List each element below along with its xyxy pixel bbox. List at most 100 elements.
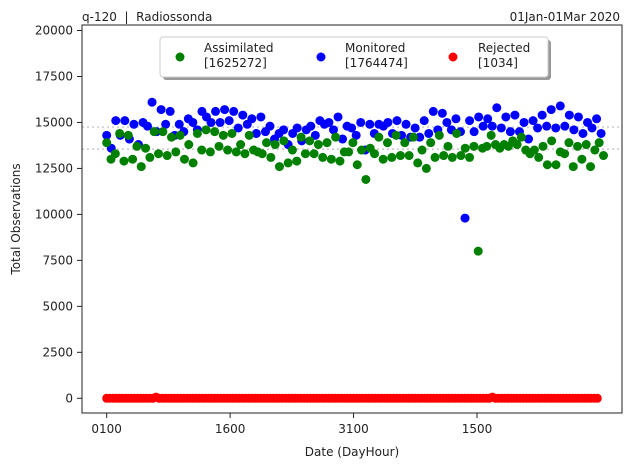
point-assimilated (218, 130, 228, 140)
legend-total-assimilated: [1625272] (204, 56, 267, 70)
point-assimilated (270, 140, 280, 150)
point-assimilated (482, 141, 492, 151)
x-tick-label: 1600 (215, 422, 246, 436)
point-assimilated (387, 152, 397, 162)
point-monitored (546, 105, 556, 115)
point-assimilated (370, 149, 380, 159)
legend-box (159, 36, 549, 78)
point-monitored (347, 123, 357, 133)
point-assimilated (434, 130, 444, 140)
y-tick-label: 17500 (35, 69, 73, 83)
point-monitored (247, 114, 257, 124)
point-assimilated (244, 130, 254, 140)
point-monitored (165, 106, 175, 116)
point-assimilated (378, 154, 388, 164)
point-assimilated (166, 132, 176, 142)
point-assimilated (465, 152, 475, 162)
legend-total-monitored: [1764474] (345, 56, 408, 70)
data-series (102, 97, 608, 403)
point-assimilated (331, 132, 341, 142)
point-assimilated (439, 151, 449, 161)
legend-label-assimilated: Assimilated (204, 41, 273, 55)
point-monitored (496, 123, 506, 133)
point-monitored (310, 130, 320, 140)
point-monitored (460, 213, 470, 223)
point-assimilated (452, 128, 462, 138)
point-monitored (324, 117, 334, 127)
legend-marker-monitored (316, 52, 326, 62)
point-monitored (551, 123, 561, 133)
point-monitored (528, 116, 538, 126)
point-assimilated (404, 151, 414, 161)
point-assimilated (184, 140, 194, 150)
point-monitored (437, 108, 447, 118)
point-assimilated (590, 145, 600, 155)
point-assimilated (300, 149, 310, 159)
point-assimilated (145, 152, 155, 162)
point-assimilated (430, 152, 440, 162)
point-assimilated (318, 152, 328, 162)
point-assimilated (110, 149, 120, 159)
point-monitored (474, 112, 484, 122)
point-assimilated (210, 127, 220, 137)
point-monitored (587, 123, 597, 133)
point-assimilated (560, 149, 570, 159)
point-monitored (147, 97, 157, 107)
point-assimilated (214, 141, 224, 151)
point-assimilated (469, 141, 479, 151)
point-assimilated (192, 128, 202, 138)
legend-label-rejected: Rejected (478, 41, 530, 55)
point-monitored (492, 103, 502, 113)
chart-header-left: q-120 | Radiossonda (82, 10, 213, 24)
point-monitored (533, 123, 543, 133)
point-assimilated (201, 125, 211, 135)
point-monitored (596, 128, 606, 138)
point-assimilated (102, 138, 112, 148)
point-monitored (542, 121, 552, 131)
point-rejected (592, 393, 602, 403)
point-monitored (156, 105, 166, 115)
x-axis: 0100 1600 3100 1500 (91, 413, 492, 436)
point-assimilated (197, 145, 207, 155)
point-monitored (469, 127, 479, 137)
point-monitored (537, 110, 547, 120)
point-assimilated (586, 162, 596, 172)
point-monitored (365, 119, 375, 129)
point-assimilated (175, 130, 185, 140)
legend-marker-rejected (448, 52, 458, 62)
point-monitored (451, 114, 461, 124)
point-monitored (306, 121, 316, 131)
point-monitored (238, 110, 248, 120)
point-assimilated (283, 158, 293, 168)
point-assimilated (119, 156, 129, 166)
point-assimilated (335, 156, 345, 166)
y-axis: 0 2500 5000 7500 10000 12500 15000 17500 20000 (35, 24, 82, 405)
point-monitored (442, 117, 452, 127)
point-assimilated (309, 149, 319, 159)
y-tick-label: 10000 (35, 207, 73, 221)
point-monitored (220, 105, 230, 115)
point-monitored (424, 128, 434, 138)
point-assimilated (162, 151, 172, 161)
point-monitored (215, 117, 225, 127)
point-assimilated (179, 154, 189, 164)
point-assimilated (344, 147, 354, 157)
point-monitored (233, 123, 243, 133)
point-assimilated (115, 128, 125, 138)
point-monitored (392, 116, 402, 126)
point-monitored (120, 116, 130, 126)
y-tick-label: 15000 (35, 115, 73, 129)
point-monitored (510, 110, 520, 120)
point-monitored (102, 130, 112, 140)
point-monitored (206, 117, 216, 127)
point-assimilated (266, 152, 276, 162)
x-tick-label: 0100 (91, 422, 122, 436)
point-assimilated (123, 130, 133, 140)
point-assimilated (391, 130, 401, 140)
point-monitored (338, 134, 348, 144)
point-monitored (501, 112, 511, 122)
point-assimilated (227, 128, 237, 138)
point-monitored (188, 117, 198, 127)
point-assimilated (132, 141, 142, 151)
